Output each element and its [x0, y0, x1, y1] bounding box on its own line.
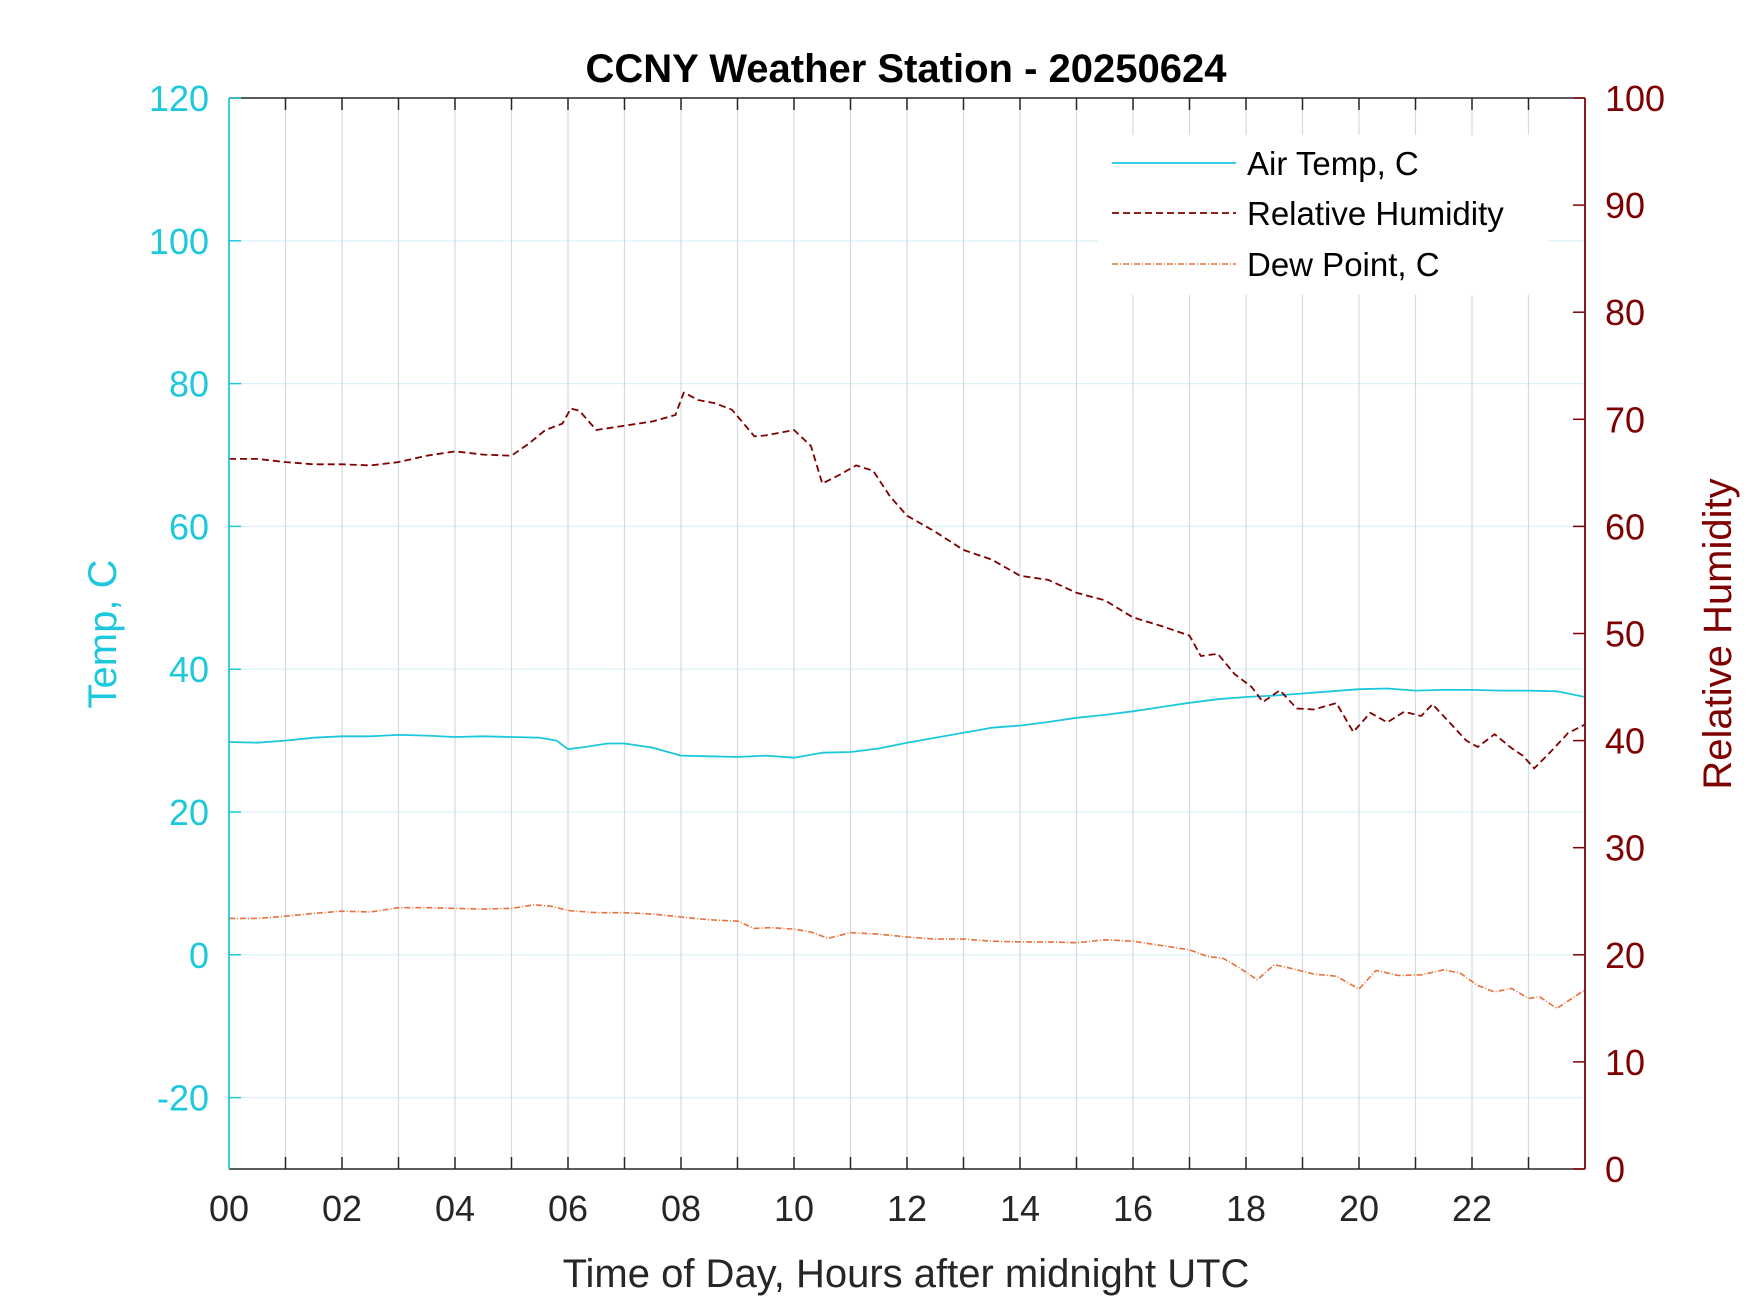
- x-tick-label: 04: [435, 1188, 475, 1229]
- y-right-tick-label: 0: [1605, 1149, 1625, 1190]
- legend-label-dew-point: Dew Point, C: [1247, 246, 1440, 283]
- x-axis-label: Time of Day, Hours after midnight UTC: [563, 1252, 1250, 1296]
- grid-lines: [229, 97, 1585, 1169]
- legend-label-air-temp: Air Temp, C: [1247, 145, 1419, 182]
- y-left-tick-label: 0: [189, 935, 209, 976]
- legend-label-humidity: Relative Humidity: [1247, 195, 1504, 232]
- x-tick-label: 00: [209, 1188, 249, 1229]
- y-left-tick-label: 20: [169, 792, 209, 833]
- x-tick-label: 06: [548, 1188, 588, 1229]
- y-axis-label-left: Temp, C: [81, 560, 125, 709]
- tick-labels: 00 02 04 06 08 10 12 14 16 18 20 22-200204060801001…: [149, 78, 1665, 1229]
- y-right-tick-label: 70: [1605, 399, 1645, 440]
- x-tick-label: 18: [1226, 1188, 1266, 1229]
- x-tick-label: 16: [1113, 1188, 1153, 1229]
- legend: Air Temp, C Relative Humidity Dew Point,…: [1098, 135, 1548, 295]
- y-right-tick-label: 40: [1605, 721, 1645, 762]
- y-right-tick-label: 20: [1605, 935, 1645, 976]
- y-axis-label-right: Relative Humidity: [1696, 478, 1740, 789]
- series-air-temp: [228, 687, 1586, 759]
- series-relative-humidity: [229, 391, 1586, 770]
- x-tick-label: 14: [1000, 1188, 1040, 1229]
- y-right-tick-label: 100: [1605, 78, 1665, 119]
- y-right-tick-label: 30: [1605, 828, 1645, 869]
- y-right-tick-label: 80: [1605, 292, 1645, 333]
- y-right-tick-label: 50: [1605, 614, 1645, 655]
- y-left-tick-label: 80: [169, 364, 209, 405]
- x-tick-label: 20: [1339, 1188, 1379, 1229]
- y-left-tick-label: 40: [169, 649, 209, 690]
- series-lines: [228, 391, 1586, 1010]
- y-right-tick-label: 10: [1605, 1042, 1645, 1083]
- axes: [228, 97, 1586, 1170]
- y-left-tick-label: 60: [169, 506, 209, 547]
- x-tick-label: 22: [1452, 1188, 1492, 1229]
- series-dew-point: [229, 904, 1586, 1010]
- y-left-tick-label: 100: [149, 221, 209, 262]
- chart-title: CCNY Weather Station - 20250624: [586, 47, 1228, 91]
- x-tick-label: 12: [887, 1188, 927, 1229]
- x-tick-label: 10: [774, 1188, 814, 1229]
- y-left-tick-label: -20: [157, 1078, 209, 1119]
- x-tick-label: 02: [322, 1188, 362, 1229]
- legend-box: [1098, 135, 1548, 295]
- y-right-tick-label: 60: [1605, 506, 1645, 547]
- y-right-tick-label: 90: [1605, 185, 1645, 226]
- x-tick-label: 08: [661, 1188, 701, 1229]
- y-left-tick-label: 120: [149, 78, 209, 119]
